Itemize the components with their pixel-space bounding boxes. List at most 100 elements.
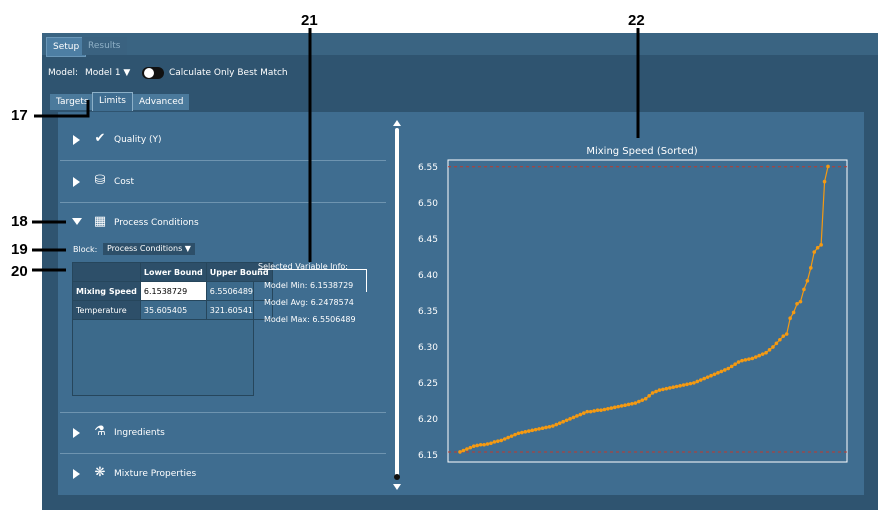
lower-bound-cell[interactable]: 35.605405 (139, 300, 207, 320)
upper-bound-cell[interactable]: 321.60541 (205, 300, 273, 320)
scroll-thumb[interactable] (394, 474, 400, 480)
selected-variable-info: Selected Variable Info: Model Min: 6.153… (258, 262, 367, 328)
best-match-toggle[interactable] (142, 67, 164, 79)
section-process-conditions[interactable]: ▦ Process Conditions (60, 204, 386, 234)
data-point (537, 427, 541, 431)
callout-21-line (308, 28, 312, 262)
quality-icon: ✔ (94, 131, 106, 146)
table-row[interactable]: Temperature 35.605405 321.60541 (72, 300, 273, 320)
data-point (475, 443, 479, 448)
block-label: Block: (73, 245, 98, 254)
ingredients-icon: ⚗ (94, 424, 106, 439)
data-point (784, 332, 789, 336)
y-tick-label: 6.55 (418, 163, 438, 173)
tab-limits[interactable]: Limits (92, 92, 133, 111)
scroll-track[interactable] (395, 128, 399, 476)
data-point (729, 364, 734, 369)
tab-setup[interactable]: Setup (46, 37, 87, 57)
section-ingredients[interactable]: ⚗ Ingredients (60, 412, 386, 454)
collapse-icon (72, 218, 82, 225)
data-point (551, 424, 555, 428)
top-tab-bar (42, 33, 878, 55)
data-point (468, 445, 473, 450)
y-tick-label: 6.35 (418, 307, 438, 317)
lower-bound-cell[interactable]: 6.1538729 (139, 281, 207, 301)
data-point (520, 430, 524, 435)
callout-19: 19 (11, 241, 28, 258)
data-point (526, 429, 531, 433)
tab-targets[interactable]: Targets (50, 94, 95, 110)
callout-17: 17 (11, 107, 28, 124)
callout-18-line (32, 220, 66, 224)
callout-19-line (32, 248, 66, 252)
vertical-scrollbar[interactable] (393, 120, 401, 492)
data-point (650, 391, 655, 395)
series-line (459, 166, 829, 453)
data-point (774, 341, 779, 346)
data-point (705, 375, 710, 379)
chevron-down-icon: ▼ (184, 244, 191, 253)
data-point (688, 381, 693, 386)
data-point (554, 422, 559, 427)
data-point (678, 383, 682, 388)
scroll-down-icon[interactable] (393, 484, 401, 490)
data-point (485, 442, 490, 446)
data-point (753, 355, 758, 359)
section-label: Cost (114, 177, 135, 187)
data-point (743, 358, 748, 362)
data-point (815, 245, 820, 250)
data-point (709, 373, 713, 378)
data-point (523, 430, 528, 434)
tab-results[interactable]: Results (82, 37, 127, 55)
y-tick-label: 6.40 (418, 271, 438, 281)
data-point (712, 372, 717, 377)
data-point (609, 406, 614, 410)
section-mixture-properties[interactable]: ❋ Mixture Properties (60, 454, 386, 494)
data-point (606, 406, 610, 411)
data-point (465, 447, 469, 451)
data-point (461, 448, 466, 453)
data-point (513, 432, 517, 437)
data-point (533, 427, 538, 432)
callout-17-line (34, 100, 90, 118)
data-point (791, 310, 796, 315)
data-point (630, 401, 634, 406)
data-point (805, 279, 810, 283)
data-point (671, 385, 676, 390)
data-point (547, 424, 552, 429)
data-point (719, 369, 724, 374)
scroll-up-icon[interactable] (393, 120, 401, 126)
data-point (509, 434, 514, 438)
min-label: Model Min: (264, 281, 308, 290)
section-quality[interactable]: ✔ Quality (Y) (60, 120, 386, 161)
data-point (767, 348, 772, 352)
data-point (778, 337, 782, 342)
data-point (544, 425, 548, 430)
model-select[interactable]: Model 1 ▼ (85, 68, 130, 78)
table-row[interactable]: Mixing Speed 6.1538729 6.5506489 (72, 281, 273, 301)
callout-22: 22 (628, 12, 645, 29)
data-point (674, 384, 679, 389)
data-point (571, 415, 576, 420)
callout-20: 20 (11, 263, 28, 280)
section-cost[interactable]: ⛁ Cost (60, 162, 386, 203)
table-header-row: Lower Bound Upper Bound (72, 262, 273, 282)
tab-advanced[interactable]: Advanced (133, 94, 190, 110)
section-label: Mixture Properties (114, 469, 197, 479)
max-value: 6.5506489 (312, 315, 356, 324)
avg-label: Model Avg: (264, 298, 309, 307)
data-point (578, 412, 583, 417)
data-point (826, 164, 830, 169)
table-header: Lower Bound (139, 262, 207, 282)
data-point (492, 440, 497, 444)
row-header[interactable]: Temperature (72, 300, 141, 320)
data-point (781, 334, 786, 338)
data-point (661, 387, 665, 392)
data-point (557, 421, 562, 425)
data-point (616, 404, 621, 409)
y-tick-label: 6.45 (418, 235, 438, 245)
data-point (657, 388, 662, 392)
row-header[interactable]: Mixing Speed (72, 281, 141, 301)
data-point (740, 358, 744, 363)
block-select[interactable]: Process Conditions ▼ (103, 243, 195, 255)
